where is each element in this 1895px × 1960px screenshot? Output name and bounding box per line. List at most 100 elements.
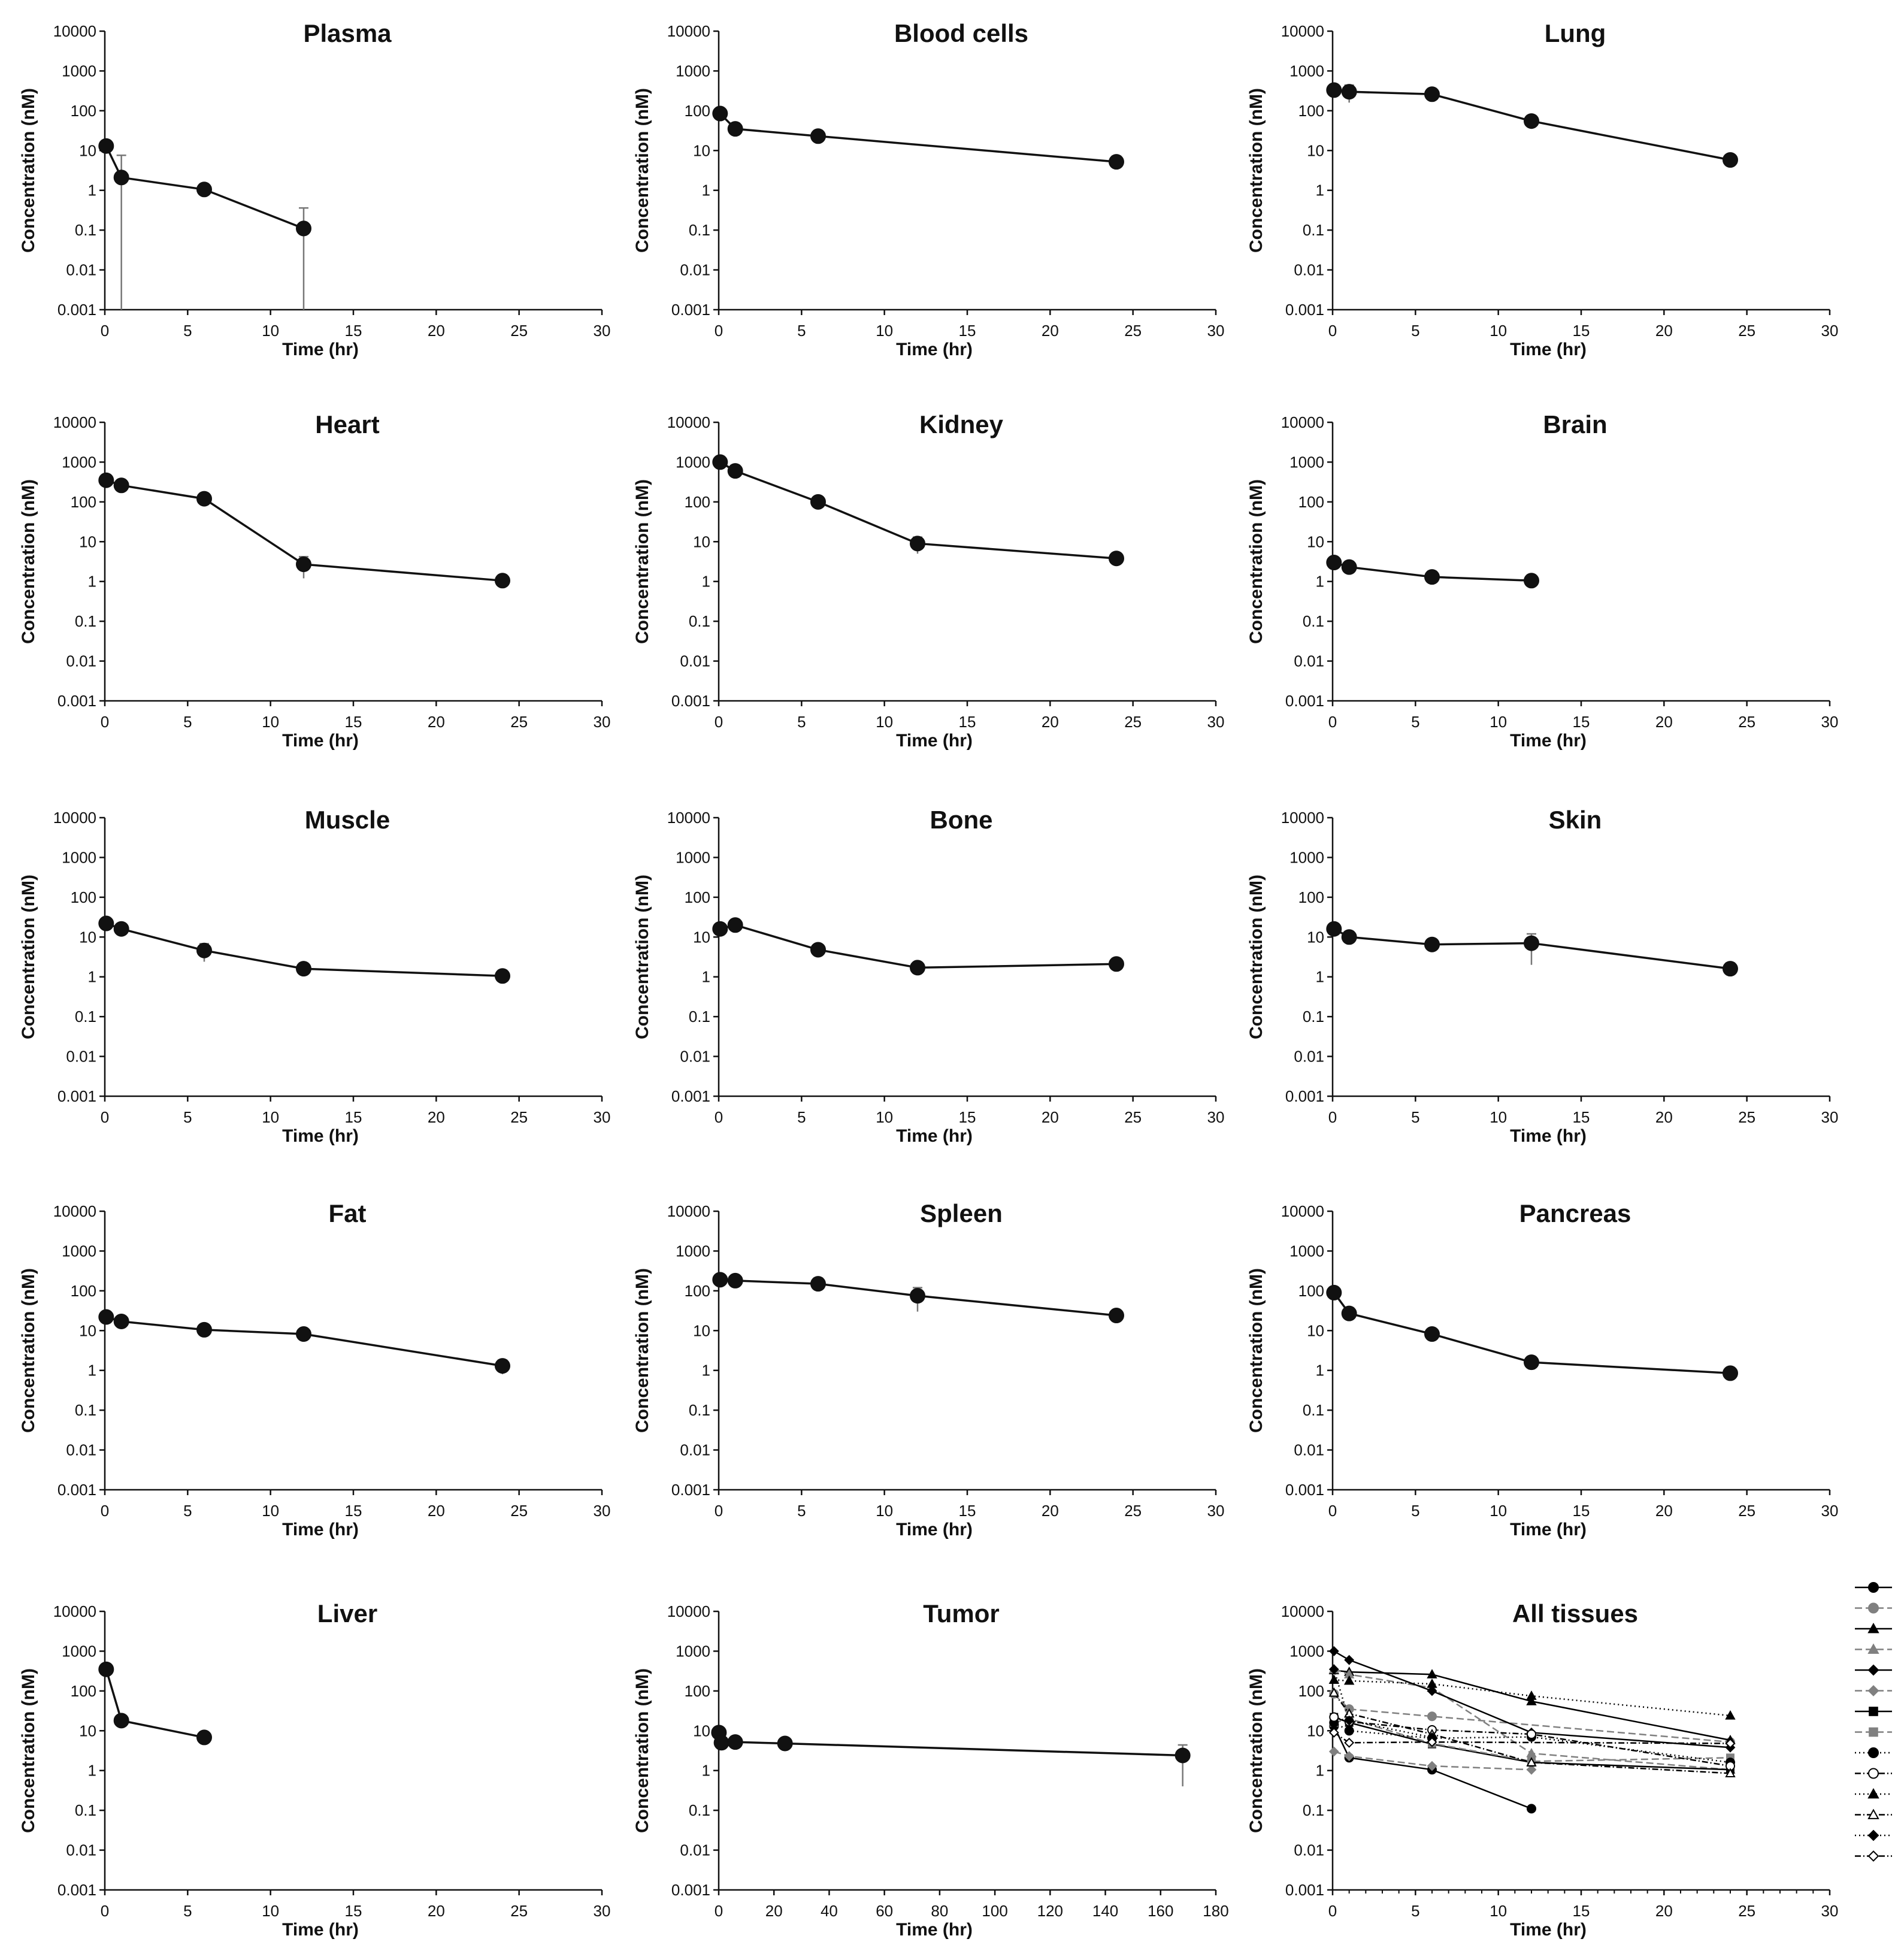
x-axis-label: Time (hr) bbox=[896, 340, 973, 359]
x-tick-label: 10 bbox=[1490, 1108, 1507, 1126]
data-point-lung bbox=[1427, 1669, 1437, 1678]
data-point bbox=[1174, 1747, 1191, 1764]
x-tick-label: 20 bbox=[428, 1902, 445, 1920]
x-tick-label: 25 bbox=[1124, 713, 1142, 731]
x-axis-label: Time (hr) bbox=[896, 731, 973, 751]
y-tick-label: 10 bbox=[79, 533, 96, 551]
data-point-fat bbox=[1527, 1729, 1536, 1740]
y-tick-label: 0.1 bbox=[75, 1008, 96, 1026]
x-tick-label: 20 bbox=[428, 1502, 445, 1520]
y-tick-label: 1000 bbox=[62, 453, 96, 471]
x-tick-label: 20 bbox=[1655, 1108, 1673, 1126]
legend-marker-spleen bbox=[1867, 1787, 1879, 1799]
data-point-brain bbox=[1344, 1751, 1355, 1762]
x-tick-label: 10 bbox=[262, 713, 279, 731]
data-point-tumor bbox=[1344, 1737, 1355, 1748]
series-line-blood-cells bbox=[1333, 1693, 1731, 1743]
y-tick-label: 0.001 bbox=[57, 301, 96, 319]
data-point bbox=[727, 463, 743, 479]
chart-title: Blood cells bbox=[894, 19, 1028, 47]
y-tick-label: 0.001 bbox=[1285, 692, 1324, 710]
y-tick-label: 0.001 bbox=[671, 1087, 710, 1105]
data-point bbox=[196, 942, 212, 958]
x-tick-label: 0 bbox=[101, 1902, 109, 1920]
y-tick-label: 10000 bbox=[667, 1202, 710, 1220]
x-tick-label: 10 bbox=[1490, 1902, 1507, 1920]
y-tick-label: 10000 bbox=[1281, 1202, 1324, 1220]
y-tick-label: 1000 bbox=[1289, 453, 1324, 471]
chart-title: Muscle bbox=[305, 806, 390, 834]
x-tick-label: 0 bbox=[715, 1108, 723, 1126]
y-tick-label: 1 bbox=[702, 573, 710, 591]
data-point bbox=[1424, 86, 1440, 102]
x-tick-label: 30 bbox=[1821, 713, 1839, 731]
y-axis-label: Concentration (nM) bbox=[632, 875, 652, 1039]
x-tick-label: 20 bbox=[1042, 1502, 1059, 1520]
data-point bbox=[495, 573, 510, 589]
y-axis-label: Concentration (nM) bbox=[632, 1668, 652, 1833]
x-tick-label: 5 bbox=[183, 1502, 192, 1520]
data-point bbox=[1723, 961, 1738, 977]
y-tick-label: 10000 bbox=[1281, 1602, 1324, 1620]
data-point bbox=[727, 917, 743, 933]
x-tick-label: 20 bbox=[1655, 322, 1673, 340]
data-point-tumor bbox=[1725, 1738, 1736, 1749]
y-tick-label: 10 bbox=[79, 1722, 96, 1740]
chart-title: Liver bbox=[317, 1599, 377, 1628]
data-point bbox=[1524, 573, 1539, 589]
legend-marker-pancreas bbox=[1867, 1808, 1879, 1819]
x-tick-label: 30 bbox=[594, 322, 611, 340]
y-tick-label: 1 bbox=[1316, 182, 1324, 199]
y-tick-label: 0.001 bbox=[57, 1881, 96, 1899]
y-tick-label: 1000 bbox=[1289, 848, 1324, 866]
chart-title: All tissues bbox=[1512, 1599, 1638, 1628]
data-point bbox=[196, 1729, 212, 1746]
legend: PlasmaBlood cellsLungHeartKidneyBrainMus… bbox=[1855, 1582, 1892, 1862]
y-tick-label: 0.1 bbox=[689, 612, 710, 630]
y-tick-label: 0.01 bbox=[66, 1441, 96, 1459]
x-axis-label: Time (hr) bbox=[282, 1520, 359, 1539]
y-tick-label: 0.1 bbox=[75, 1401, 96, 1419]
y-tick-label: 1000 bbox=[1289, 1642, 1324, 1660]
y-tick-label: 100 bbox=[685, 888, 710, 906]
x-axis-label: Time (hr) bbox=[282, 731, 359, 751]
data-point bbox=[712, 1272, 728, 1288]
x-tick-label: 0 bbox=[715, 713, 723, 731]
series-line-tumor bbox=[1333, 1732, 1731, 1744]
x-axis-label: Time (hr) bbox=[1510, 1520, 1587, 1539]
y-tick-label: 1000 bbox=[1289, 1242, 1324, 1260]
x-tick-label: 80 bbox=[931, 1902, 948, 1920]
legend-marker-kidney bbox=[1867, 1664, 1879, 1676]
x-tick-label: 0 bbox=[101, 1502, 109, 1520]
data-point bbox=[1723, 152, 1738, 168]
x-tick-label: 15 bbox=[345, 1902, 362, 1920]
x-tick-label: 10 bbox=[1490, 1502, 1507, 1520]
chart-title: Heart bbox=[315, 410, 379, 438]
y-tick-label: 0.001 bbox=[1285, 1881, 1324, 1899]
x-tick-label: 25 bbox=[510, 1902, 528, 1920]
chart-title: Plasma bbox=[303, 19, 392, 47]
data-point bbox=[113, 477, 129, 494]
data-point bbox=[495, 968, 510, 984]
data-point bbox=[712, 921, 728, 937]
x-tick-label: 15 bbox=[1573, 1108, 1590, 1126]
chart-fat: 0.001 0.01 0.1 1 10 100 1000 10000 0 5 10 15 20 25 30 F… bbox=[19, 1199, 610, 1539]
data-point bbox=[495, 1358, 510, 1374]
y-tick-label: 0.1 bbox=[689, 221, 710, 239]
data-point bbox=[777, 1735, 793, 1752]
data-point-spleen bbox=[1725, 1710, 1736, 1720]
y-tick-label: 10 bbox=[1307, 1722, 1324, 1740]
legend-marker-plasma bbox=[1868, 1582, 1879, 1593]
y-tick-label: 0.001 bbox=[57, 1481, 96, 1499]
y-tick-label: 10 bbox=[1307, 1321, 1324, 1339]
x-tick-label: 0 bbox=[101, 1108, 109, 1126]
y-tick-label: 10000 bbox=[53, 1602, 96, 1620]
y-tick-label: 100 bbox=[1298, 102, 1324, 120]
y-tick-label: 1 bbox=[702, 1762, 710, 1780]
y-tick-label: 10 bbox=[1307, 533, 1324, 551]
y-tick-label: 0.001 bbox=[1285, 1481, 1324, 1499]
y-axis-label: Concentration (nM) bbox=[1246, 479, 1266, 644]
y-tick-label: 0.01 bbox=[680, 261, 710, 279]
data-point bbox=[1326, 555, 1342, 571]
x-tick-label: 20 bbox=[1042, 322, 1059, 340]
